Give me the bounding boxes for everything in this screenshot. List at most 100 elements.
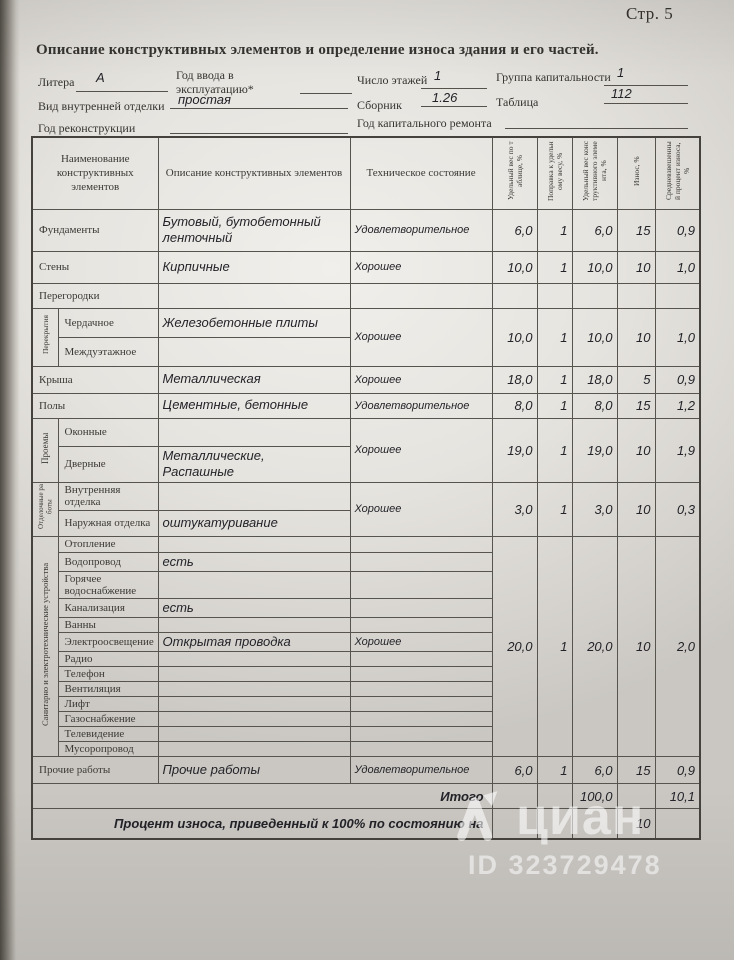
cond-cell: Хорошее: [349, 307, 493, 367]
rotated-header-label: Износ, %: [631, 155, 641, 186]
table-row: Полы Цементные, бетонные Удовлетворитель…: [31, 392, 701, 419]
field-label-sbornik: Сборник: [357, 98, 402, 112]
field-underline: [170, 133, 348, 134]
num-cell: 1: [536, 417, 573, 483]
cond-cell: Хорошее: [349, 365, 493, 394]
desc-cell: [157, 681, 351, 698]
table-row: Прочие работы Прочие работы Удовлетворит…: [31, 756, 701, 785]
desc-cell: оштукатуривание: [157, 509, 351, 537]
name-cell: Прочие работы: [31, 756, 159, 785]
table-row: Перекрытия Чердачное Железобетонные плит…: [31, 307, 701, 367]
num-cell: 8,0: [571, 392, 618, 419]
cond-cell: Хорошее: [349, 632, 493, 653]
num-cell: [571, 282, 618, 309]
desc-cell: [157, 282, 351, 309]
watermark-brand: циан: [516, 788, 645, 846]
header-cell-corr: Поправка к удельному весу, %: [536, 136, 573, 210]
table-row: Водопровод есть: [32, 551, 700, 572]
desc-cell: [157, 535, 351, 553]
cond-cell: [349, 535, 493, 553]
desc-cell: Бутовый, бутобетонный ленточный: [157, 208, 351, 252]
table-row: Канализация есть: [32, 597, 700, 619]
cond-cell: Хорошее: [349, 417, 493, 483]
rotated-group-label: Отделочные работы: [36, 484, 54, 529]
num-cell: 5: [616, 365, 656, 394]
cond-cell: [349, 597, 493, 619]
cond-cell: [349, 711, 493, 728]
num-cell: 1: [536, 208, 573, 252]
num-cell: [571, 808, 618, 840]
desc-cell: [157, 651, 351, 668]
cond-cell: Удовлетворительное: [349, 208, 493, 252]
rotated-group-label: Перекрытия: [40, 315, 50, 354]
final-label-cell: Процент износа, приведенный к 100% по со…: [31, 808, 493, 840]
rotated-group-label: Санитарно и электротехнические устройств…: [40, 562, 51, 726]
final-percent-row: Процент износа, приведенный к 100% по со…: [31, 808, 701, 840]
name-cell: Горячее водоснабжение: [57, 570, 159, 599]
num-cell: 1: [536, 392, 573, 419]
desc-cell: Металлические, Распашные: [157, 445, 351, 483]
totals-label-cell: Итого: [31, 783, 493, 810]
table-row: Санитарно и электротехнические устройств…: [31, 535, 701, 758]
num-cell: 15: [616, 208, 656, 252]
desc-cell: [157, 741, 351, 758]
num-cell: [654, 282, 701, 309]
desc-cell: Цементные, бетонные: [157, 392, 351, 419]
table-row: Мусоропровод: [32, 741, 700, 758]
desc-cell: [157, 696, 351, 713]
table-row: Крыша Металлическая Хорошее 18,0 1 18,0 …: [31, 365, 701, 394]
cond-cell: Удовлетворительное: [349, 756, 493, 785]
field-value-floors-count: 1: [434, 68, 442, 83]
name-cell: Наружная отделка: [57, 509, 159, 537]
name-cell: Оконные: [57, 417, 159, 447]
field-underline: [604, 85, 688, 86]
desc-cell: Металлическая: [157, 365, 351, 394]
field-underline: [76, 91, 168, 92]
group-cell: Перекрытия: [31, 307, 59, 367]
table-row: Лифт: [32, 696, 700, 713]
num-cell: 1: [536, 756, 573, 785]
header-cell-w-table: Удельный вес по таблице, %: [491, 136, 538, 210]
header-cell-desc: Описание конструктивных элементов: [157, 136, 351, 210]
desc-cell: есть: [157, 597, 351, 619]
num-cell: 10: [616, 481, 656, 537]
rotated-header-label: Удельный вес по таблице, %: [505, 141, 524, 201]
num-cell: 1: [536, 307, 573, 367]
name-cell: Газоснабжение: [57, 711, 159, 728]
name-cell: Дверные: [57, 445, 159, 483]
field-underline: [170, 108, 348, 109]
name-cell: Ванны: [57, 617, 159, 634]
rotated-header-label: Поправка к удельному весу, %: [545, 140, 564, 201]
group-cell: Отделочные работы: [31, 481, 59, 537]
num-cell: 6,0: [491, 208, 538, 252]
page-number: Стр. 5: [626, 4, 674, 23]
num-cell: 10,1: [654, 783, 701, 810]
table-row: Горячее водоснабжение: [32, 570, 700, 599]
cond-cell: Хорошее: [349, 481, 493, 537]
table-row: Перегородки: [31, 282, 701, 309]
name-cell: Лифт: [57, 696, 159, 713]
field-underline: [421, 106, 487, 107]
num-cell: 18,0: [491, 365, 538, 394]
cond-cell: [349, 617, 493, 634]
cond-cell: Хорошее: [349, 250, 493, 284]
num-cell: 1,0: [654, 307, 701, 367]
num-cell: 1,9: [654, 417, 701, 483]
num-cell: 10,0: [571, 307, 618, 367]
field-value-sbornik: 1.26: [432, 90, 458, 105]
num-cell: 0,9: [654, 365, 701, 394]
header-cell-cond: Техническое состояние: [349, 136, 493, 210]
num-cell: [616, 282, 656, 309]
desc-cell: [157, 570, 351, 599]
desc-cell: [157, 481, 351, 511]
watermark-id: ID 323729478: [468, 850, 662, 880]
num-cell: 19,0: [571, 417, 618, 483]
document-title: Описание конструктивных элементов и опре…: [36, 42, 599, 58]
field-label-tablica: Таблица: [496, 95, 539, 109]
cond-cell: [349, 726, 493, 743]
name-cell: Полы: [31, 392, 159, 419]
num-cell: [536, 282, 573, 309]
field-label-reconstruction-year: Год реконструкции: [38, 121, 136, 135]
table-row: Вентиляция: [32, 681, 700, 698]
name-cell: Канализация: [57, 597, 159, 619]
